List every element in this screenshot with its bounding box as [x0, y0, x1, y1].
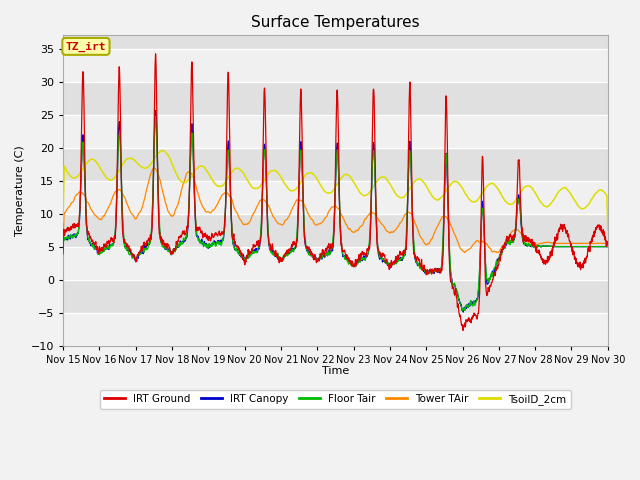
Bar [63, 312, 608, 346]
Bar [63, 115, 608, 147]
Bar [63, 147, 608, 180]
Y-axis label: Temperature (C): Temperature (C) [15, 145, 25, 236]
Bar [63, 48, 608, 82]
Bar [63, 247, 608, 280]
Bar [63, 214, 608, 247]
Text: TZ_irt: TZ_irt [66, 41, 106, 51]
Bar [63, 15, 608, 48]
Bar [63, 280, 608, 312]
Legend: IRT Ground, IRT Canopy, Floor Tair, Tower TAir, TsoilD_2cm: IRT Ground, IRT Canopy, Floor Tair, Towe… [100, 390, 571, 409]
Bar [63, 180, 608, 214]
X-axis label: Time: Time [322, 366, 349, 376]
Title: Surface Temperatures: Surface Temperatures [251, 15, 420, 30]
Bar [63, 82, 608, 115]
